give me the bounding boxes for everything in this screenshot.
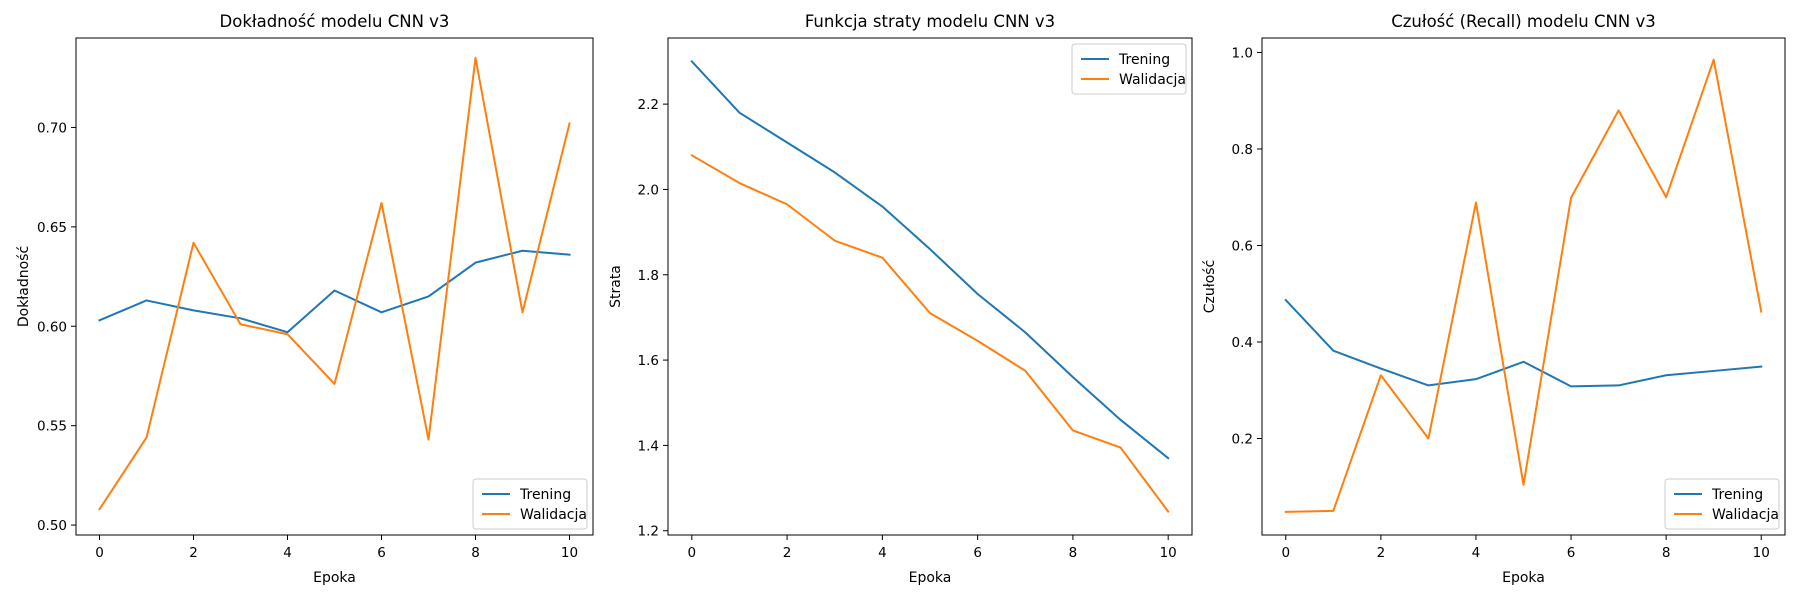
y-tick-label: 0.65 [37, 220, 67, 236]
x-tick-label: 6 [377, 545, 386, 561]
x-tick-label: 8 [1662, 545, 1671, 561]
y-tick-label: 1.8 [638, 268, 659, 284]
y-axis-label: Strata [608, 265, 624, 308]
legend-label: Trening [1118, 52, 1170, 68]
series-line-walidacja [1284, 58, 1763, 513]
y-axis-label: Dokładność [16, 246, 32, 327]
chart-title: Funkcja straty modelu CNN v3 [805, 12, 1055, 31]
x-tick-label: 8 [471, 545, 480, 561]
y-tick-label: 2.0 [638, 182, 659, 198]
axes-frame [1261, 37, 1786, 536]
x-axis-label: Epoka [1502, 570, 1545, 586]
legend-box [1664, 478, 1780, 530]
subplot-3: 0 2 4 6 8 10 0.2 0.4 0.6 0.8 1.0 Czułość (Recall) m… [1202, 12, 1786, 586]
x-tick-label: 0 [95, 545, 104, 561]
x-tick-label: 10 [1160, 545, 1177, 561]
chart-title: Dokładność modelu CNN v3 [220, 12, 450, 31]
axes-frame [667, 37, 1193, 536]
y-tick-label: 0.4 [1232, 335, 1253, 351]
legend-label: Trening [519, 487, 571, 503]
legend-label: Walidacja [1712, 507, 1779, 523]
y-axis-label: Czułość [1202, 260, 1218, 314]
legend-label: Walidacja [1119, 72, 1186, 88]
legend: Trening Walidacja [1071, 43, 1187, 95]
subplot-1: 0 2 4 6 8 10 0.50 0.55 0.60 0.65 0.70 Dokładność mo… [16, 12, 594, 586]
x-tick-label: 0 [1281, 545, 1290, 561]
y-tick-label: 0.60 [37, 319, 67, 335]
series-line-trening [98, 249, 571, 334]
series-line-walidacja [98, 56, 571, 511]
y-tick-label: 0.8 [1232, 142, 1253, 158]
y-tick-label: 0.50 [37, 518, 67, 534]
axes-frame [75, 37, 594, 536]
x-tick-label: 2 [189, 545, 198, 561]
x-tick-label: 6 [1567, 545, 1576, 561]
x-tick-label: 10 [561, 545, 578, 561]
x-tick-label: 2 [783, 545, 792, 561]
y-tick-label: 0.55 [37, 419, 67, 435]
series-line-trening [1284, 298, 1763, 388]
y-tick-label: 1.4 [638, 438, 659, 454]
legend-label: Walidacja [520, 507, 587, 523]
x-tick-label: 10 [1753, 545, 1770, 561]
y-tick-label: 1.6 [638, 353, 659, 369]
subplot-2: 0 2 4 6 8 10 1.2 1.4 1.6 1.8 2.0 2.2 Funkcja straty … [608, 12, 1193, 586]
y-tick-label: 1.0 [1232, 45, 1253, 61]
x-tick-label: 6 [973, 545, 982, 561]
y-tick-label: 0.2 [1232, 431, 1253, 447]
legend-box [472, 478, 588, 530]
y-tick-label: 0.6 [1232, 238, 1253, 254]
y-tick-label: 1.2 [638, 524, 659, 540]
series-line-trening [690, 60, 1170, 460]
legend: Trening Walidacja [1664, 478, 1780, 530]
x-tick-label: 4 [283, 545, 292, 561]
legend: Trening Walidacja [472, 478, 588, 530]
x-tick-label: 4 [878, 545, 887, 561]
chart-title: Czułość (Recall) modelu CNN v3 [1391, 12, 1655, 31]
x-tick-label: 2 [1377, 545, 1386, 561]
x-axis-label: Epoka [313, 570, 356, 586]
series-line-walidacja [690, 153, 1170, 513]
x-tick-label: 8 [1069, 545, 1078, 561]
legend-label: Trening [1711, 487, 1763, 503]
x-tick-label: 0 [688, 545, 697, 561]
y-tick-label: 0.70 [37, 120, 67, 136]
x-axis-label: Epoka [909, 570, 952, 586]
y-tick-label: 2.2 [638, 97, 659, 113]
x-tick-label: 4 [1472, 545, 1481, 561]
legend-box [1071, 43, 1187, 95]
